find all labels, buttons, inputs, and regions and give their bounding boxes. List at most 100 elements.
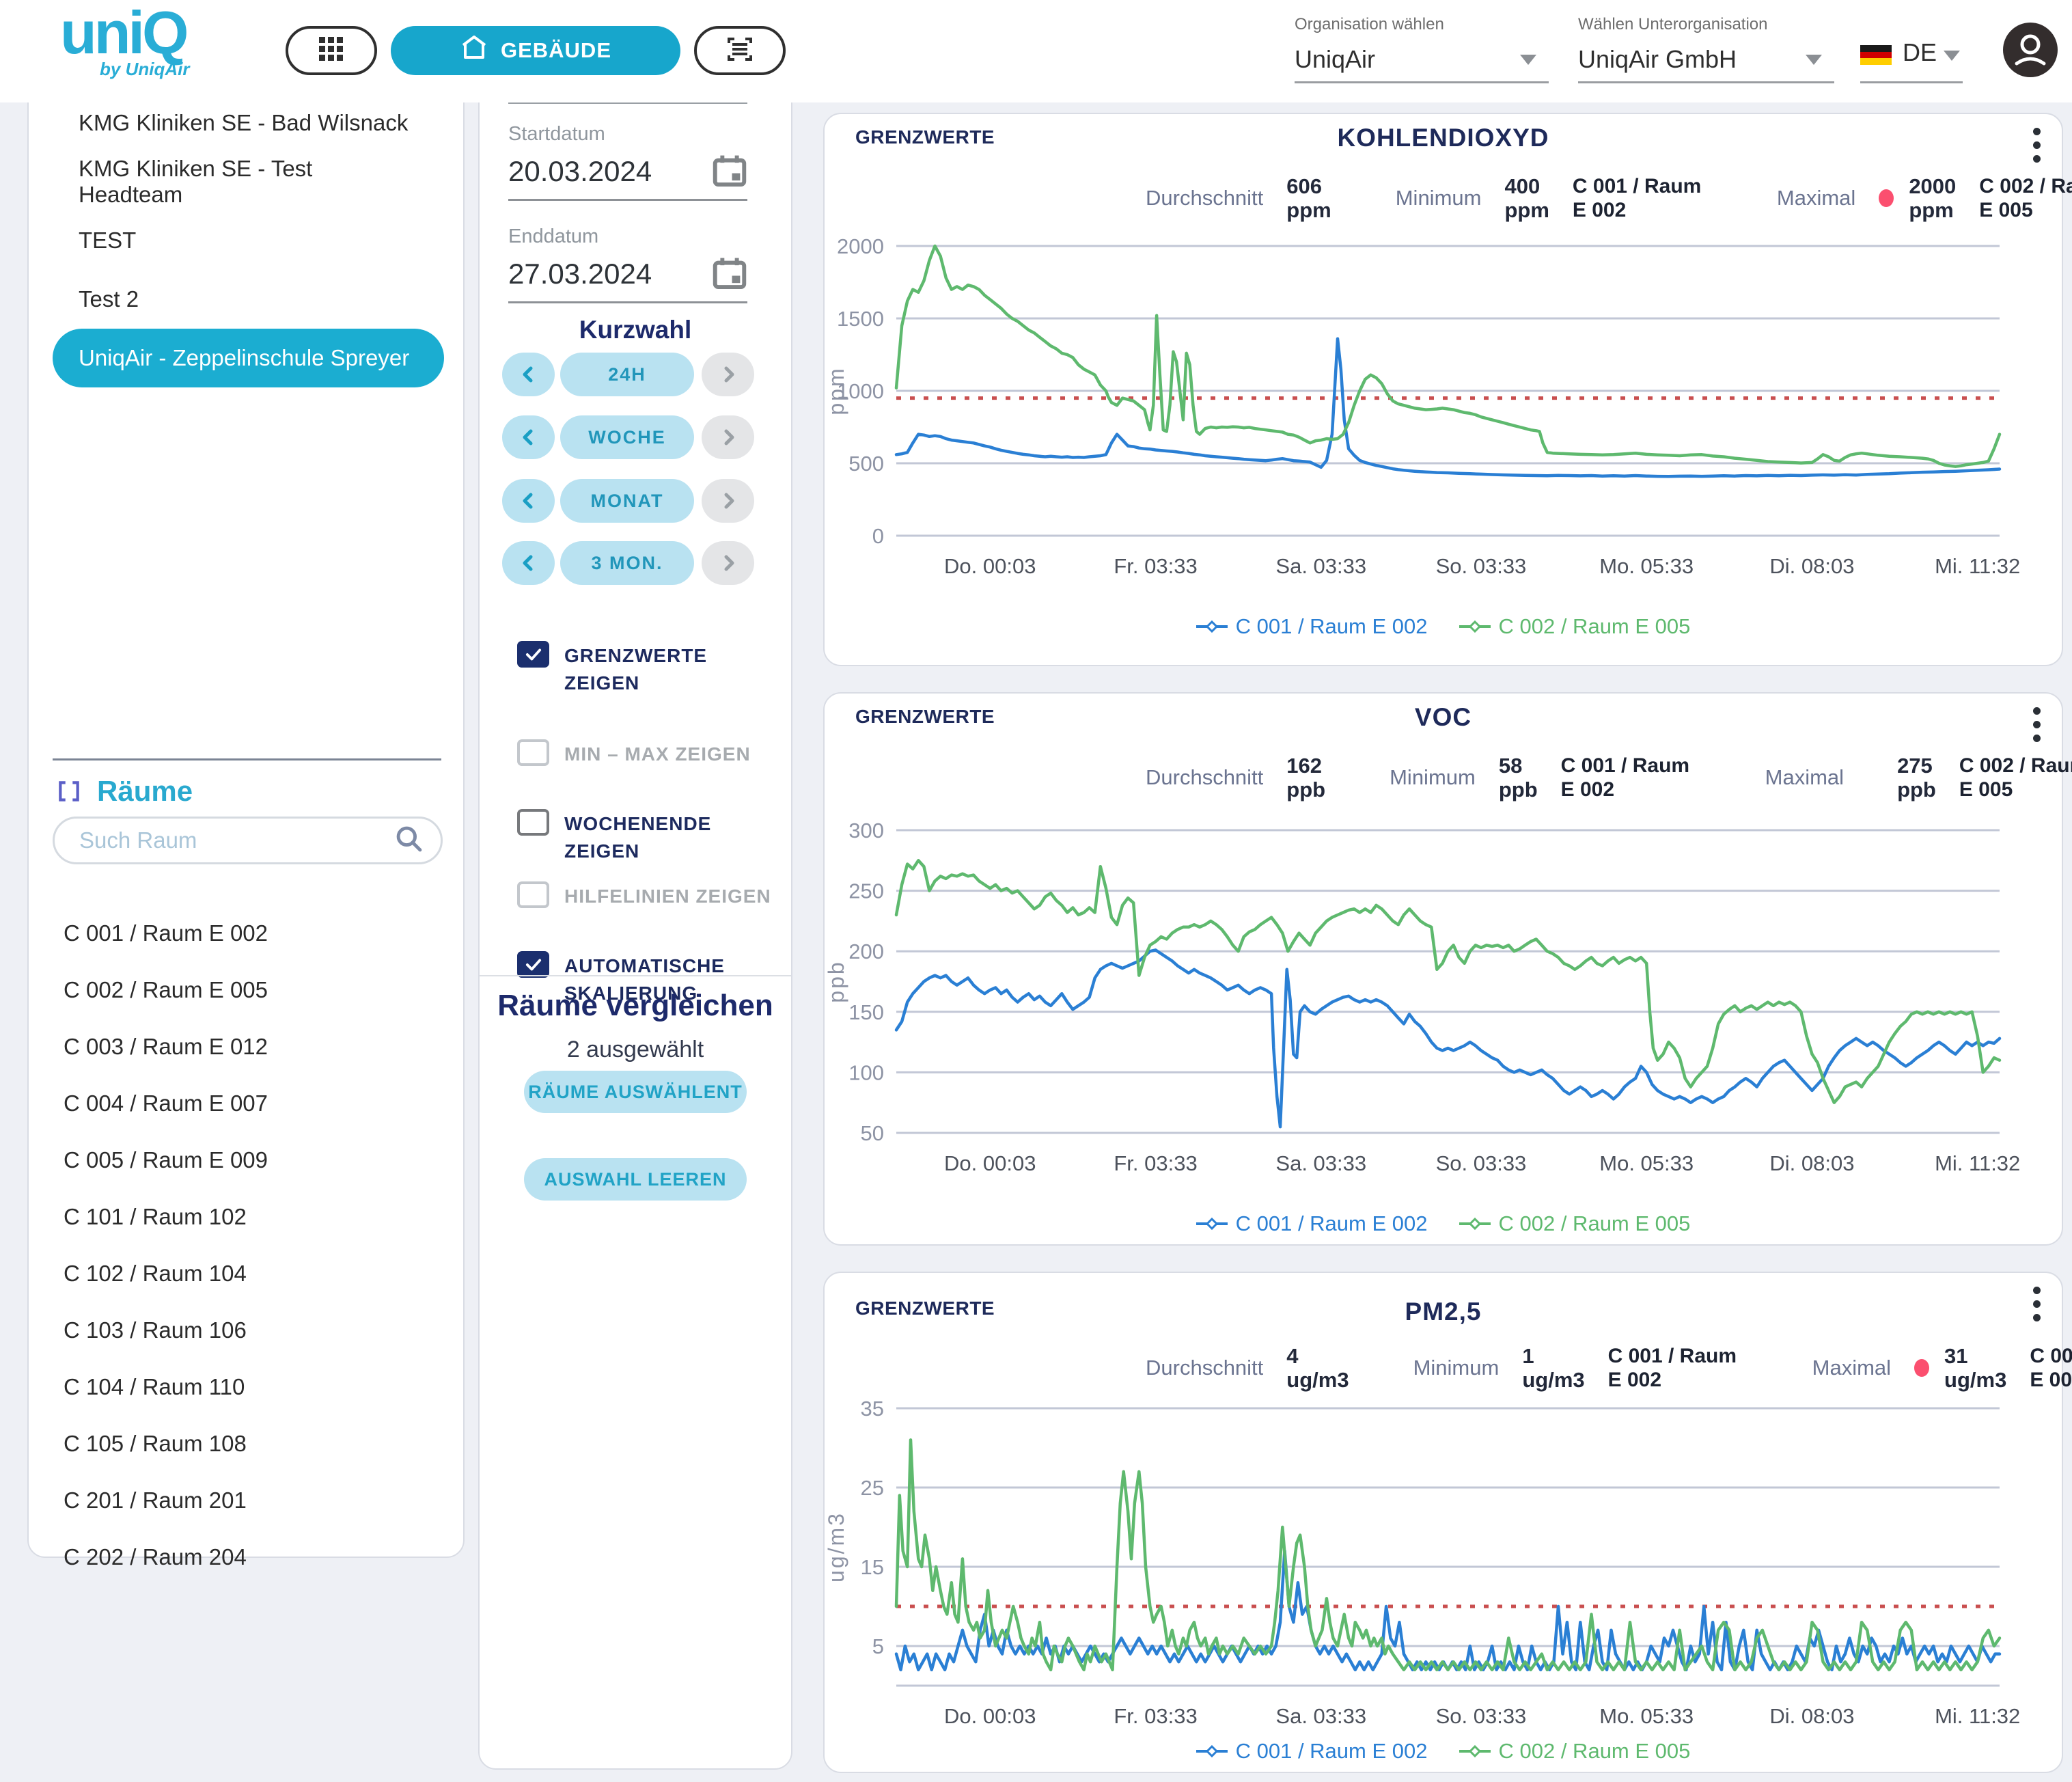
min-label: Minimum — [1413, 1356, 1500, 1380]
kurzwahl-woche-button[interactable]: WOCHE — [560, 415, 694, 459]
svg-text:1000: 1000 — [837, 379, 884, 403]
next-24h-button[interactable] — [702, 353, 754, 396]
prev-woche-button[interactable] — [502, 415, 555, 459]
sidebar-room-item[interactable]: C 103 / Raum 106 — [64, 1317, 247, 1343]
user-avatar-button[interactable] — [2002, 21, 2059, 82]
sidebar-room-item[interactable]: C 001 / Raum E 002 — [64, 920, 268, 946]
select-underline — [1295, 81, 1549, 83]
next-monat-button[interactable] — [702, 479, 754, 523]
startdatum-field[interactable]: Startdatum 20.03.2024 — [508, 123, 747, 201]
chart-menu-button[interactable] — [2026, 1283, 2047, 1326]
gebaeude-button-label: GEBÄUDE — [500, 38, 611, 62]
field-underline — [508, 199, 747, 201]
calendar-icon[interactable] — [712, 256, 747, 294]
auswahl-leeren-button[interactable]: AUSWAHL LEEREN — [524, 1158, 747, 1201]
legend-item-room2[interactable]: C 002 / Raum E 005 — [1459, 614, 1690, 639]
panel-divider — [508, 102, 747, 104]
enddatum-field[interactable]: Enddatum 27.03.2024 — [508, 225, 747, 303]
svg-text:Do. 00:03: Do. 00:03 — [944, 1704, 1036, 1728]
sidebar-room-item[interactable]: C 005 / Raum E 009 — [64, 1147, 268, 1173]
prev-3mon-button[interactable] — [502, 541, 555, 585]
logo-text: uniQ — [60, 0, 189, 66]
sidebar-building-item[interactable]: Test 2 — [79, 286, 139, 312]
sidebar-room-item[interactable]: C 004 / Raum E 007 — [64, 1090, 268, 1116]
max-value: 31 ug/m3 — [1944, 1344, 2007, 1392]
select-underline — [1860, 81, 1963, 83]
max-label: Maximal — [1812, 1356, 1892, 1380]
kurzwahl-24h-button[interactable]: 24H — [560, 353, 694, 396]
chart-menu-button[interactable] — [2026, 703, 2047, 746]
scan-list-button[interactable] — [694, 26, 786, 75]
legend-item-room2[interactable]: C 002 / Raum E 005 — [1459, 1211, 1690, 1236]
chart-title: PM2,5 — [1405, 1298, 1482, 1326]
startdatum-input[interactable]: 20.03.2024 — [508, 155, 652, 187]
wochenende-zeigen-checkbox[interactable]: WOCHENENDE ZEIGEN — [517, 809, 777, 865]
svg-text:5: 5 — [872, 1634, 884, 1658]
sidebar-room-item[interactable]: C 102 / Raum 104 — [64, 1260, 247, 1286]
svg-text:35: 35 — [861, 1397, 884, 1421]
kurzwahl-monat-button[interactable]: MONAT — [560, 479, 694, 523]
svg-text:Mo. 05:33: Mo. 05:33 — [1599, 554, 1694, 578]
max-label: Maximal — [1765, 765, 1845, 789]
avg-label: Durchschnitt — [1146, 765, 1264, 789]
svg-text:1500: 1500 — [837, 307, 884, 331]
room-search — [53, 817, 443, 864]
sidebar-room-item[interactable]: C 003 / Raum E 012 — [64, 1033, 268, 1059]
sidebar-building-item[interactable]: UniqAir - Zeppelinschule Spreyer — [53, 329, 444, 387]
next-3mon-button[interactable] — [702, 541, 754, 585]
hilfelinien-zeigen-checkbox[interactable]: HILFELINIEN ZEIGEN — [517, 881, 777, 910]
legend-item-room1[interactable]: C 001 / Raum E 002 — [1196, 1211, 1428, 1236]
enddatum-input[interactable]: 27.03.2024 — [508, 258, 652, 290]
sidebar-room-item[interactable]: C 101 / Raum 102 — [64, 1203, 247, 1229]
suborganisation-select[interactable]: Wählen Unterorganisation UniqAir GmbH — [1578, 15, 1834, 83]
svg-text:Fr. 03:33: Fr. 03:33 — [1114, 1151, 1197, 1175]
kurzwahl-3mon-button[interactable]: 3 MON. — [560, 541, 694, 585]
sidebar-building-item[interactable]: KMG Kliniken SE - Bad Wilsnack — [79, 110, 409, 135]
avg-value: 606 ppm — [1286, 174, 1331, 222]
user-icon — [2003, 23, 2058, 77]
buildings-sidebar: KMG Kliniken SE - Bad Wilsnack KMG Klinik… — [27, 41, 465, 1569]
sidebar-room-item[interactable]: C 105 / Raum 108 — [64, 1430, 247, 1456]
raeume-auswaehlen-button[interactable]: RÄUME AUSWÄHLENT — [524, 1071, 747, 1113]
min-label: Minimum — [1395, 186, 1482, 210]
logo-subtext: by UniqAir — [100, 59, 190, 79]
gebaeude-button[interactable]: GEBÄUDE — [391, 26, 680, 75]
legend-item-room1[interactable]: C 001 / Raum E 002 — [1196, 614, 1428, 639]
sidebar-room-item[interactable]: C 002 / Raum E 005 — [64, 976, 268, 1002]
checkbox-icon — [517, 809, 549, 836]
rooms-frame-icon — [59, 781, 79, 801]
min-max-zeigen-checkbox[interactable]: MIN – MAX ZEIGEN — [517, 739, 777, 768]
language-select[interactable]: DE — [1860, 15, 1963, 83]
next-woche-button[interactable] — [702, 415, 754, 459]
apps-grid-button[interactable] — [286, 26, 377, 75]
suborganisation-select-value: UniqAir GmbH — [1578, 45, 1737, 73]
legend-item-room1[interactable]: C 001 / Raum E 002 — [1196, 1739, 1428, 1764]
svg-text:ppb: ppb — [825, 960, 848, 1002]
selected-count-label: 2 ausgewählt — [566, 1037, 704, 1063]
svg-text:25: 25 — [861, 1476, 884, 1500]
svg-text:50: 50 — [861, 1121, 884, 1145]
min-label: Minimum — [1390, 765, 1476, 789]
sidebar-room-item[interactable]: C 201 / Raum 201 — [64, 1487, 247, 1513]
room-search-input[interactable] — [79, 827, 394, 853]
chart-stats: Durchschnitt 4 ug/m3 Minimum 1 ug/m3 C 001… — [1146, 1344, 2072, 1392]
prev-monat-button[interactable] — [502, 479, 555, 523]
prev-24h-button[interactable] — [502, 353, 555, 396]
chart-menu-button[interactable] — [2026, 124, 2047, 167]
sidebar-building-item[interactable]: TEST — [79, 228, 137, 253]
organisation-select[interactable]: Organisation wählen UniqAir — [1295, 15, 1549, 83]
chart-title: VOC — [1414, 703, 1472, 731]
grenzwerte-zeigen-checkbox[interactable]: GRENZWERTE ZEIGEN — [517, 641, 777, 697]
sidebar-room-item[interactable]: C 202 / Raum 204 — [64, 1544, 247, 1569]
sidebar-building-item[interactable]: KMG Kliniken SE - Test Headteam — [79, 156, 313, 207]
sidebar-room-item[interactable]: C 104 / Raum 110 — [64, 1373, 245, 1399]
svg-text:300: 300 — [848, 819, 884, 842]
max-value: 2000 ppm — [1909, 174, 1957, 222]
calendar-icon[interactable] — [712, 153, 747, 192]
grenzwerte-label: GRENZWERTE — [855, 126, 995, 148]
legend-item-room2[interactable]: C 002 / Raum E 005 — [1459, 1739, 1690, 1764]
checkbox-icon — [517, 739, 549, 766]
search-icon[interactable] — [394, 824, 424, 858]
kurzwahl-row-woche: WOCHE — [480, 415, 794, 461]
automatische-skalierung-checkbox[interactable]: AUTOMATISCHE SKALIERUNG — [517, 951, 777, 1007]
